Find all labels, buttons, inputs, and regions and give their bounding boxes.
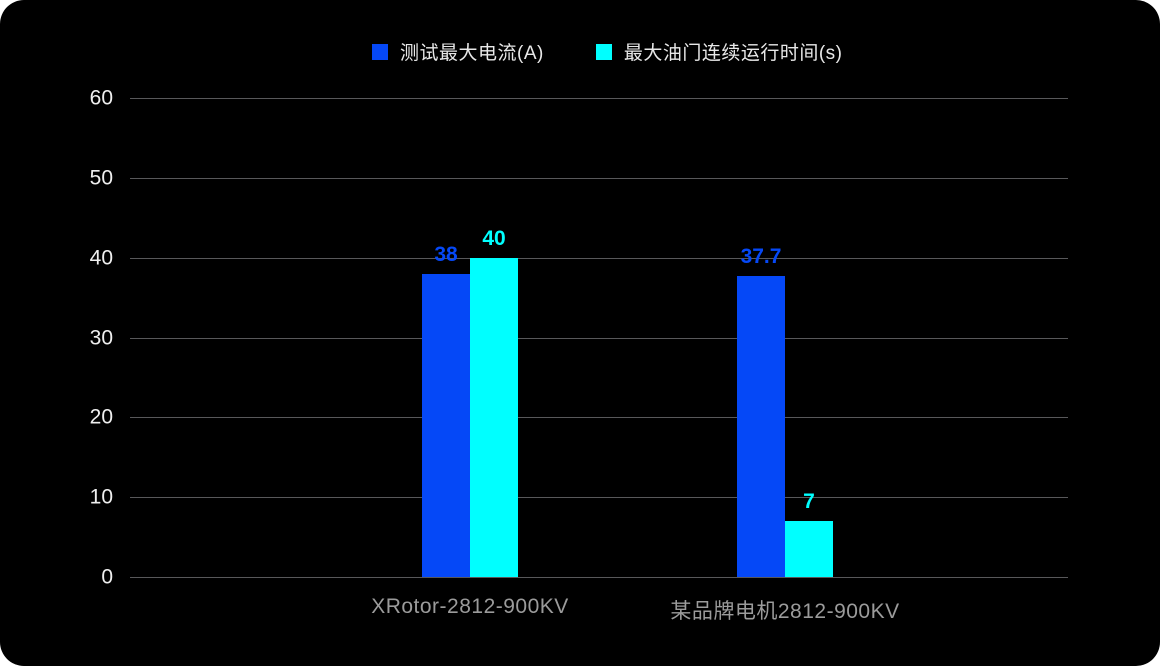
y-axis-tick-label-50: 50 bbox=[89, 166, 113, 190]
legend: 测试最大电流(A) 最大油门连续运行时间(s) bbox=[372, 38, 842, 65]
bar-value-label-series2-category1: 40 bbox=[482, 227, 506, 250]
y-axis-tick-label-30: 30 bbox=[89, 326, 113, 350]
plot-area: 0 10 20 30 40 50 60 38 40 XRotor-2812-900KV 37.7 7 某… bbox=[90, 88, 1068, 623]
gridline-y40 bbox=[130, 258, 1068, 259]
bar-series2-category1 bbox=[470, 258, 518, 577]
gridline-y50 bbox=[130, 178, 1068, 179]
legend-item-max-current: 测试最大电流(A) bbox=[372, 38, 544, 65]
x-axis-category-label-1: XRotor-2812-900KV bbox=[371, 595, 569, 618]
bar-series1-category1 bbox=[422, 274, 470, 577]
gridline-y60 bbox=[130, 98, 1068, 99]
bar-series1-category2 bbox=[737, 276, 785, 577]
y-axis-tick-label-60: 60 bbox=[89, 86, 113, 110]
y-axis-tick-label-40: 40 bbox=[89, 246, 113, 270]
legend-item-max-throttle-runtime: 最大油门连续运行时间(s) bbox=[595, 38, 843, 65]
gridline-y20 bbox=[130, 417, 1068, 418]
gridline-y10 bbox=[130, 497, 1068, 498]
bar-series2-category2 bbox=[785, 521, 833, 577]
legend-label-max-current: 测试最大电流(A) bbox=[400, 43, 544, 64]
gridline-y30 bbox=[130, 338, 1068, 339]
y-axis-tick-label-20: 20 bbox=[89, 405, 113, 429]
bar-value-label-series1-category2: 37.7 bbox=[740, 245, 782, 268]
legend-swatch-max-throttle-runtime bbox=[595, 43, 612, 60]
bar-value-label-series1-category1: 38 bbox=[434, 243, 458, 266]
y-axis-tick-label-0: 0 bbox=[101, 565, 113, 589]
gridline-y0 bbox=[130, 577, 1068, 578]
legend-swatch-max-current bbox=[372, 43, 388, 60]
y-axis-tick-label-10: 10 bbox=[89, 485, 113, 509]
x-axis-category-label-2: 某品牌电机2812-900KV bbox=[670, 600, 900, 623]
bar-value-label-series2-category2: 7 bbox=[803, 490, 815, 513]
legend-label-max-throttle-runtime: 最大油门连续运行时间(s) bbox=[623, 43, 843, 64]
